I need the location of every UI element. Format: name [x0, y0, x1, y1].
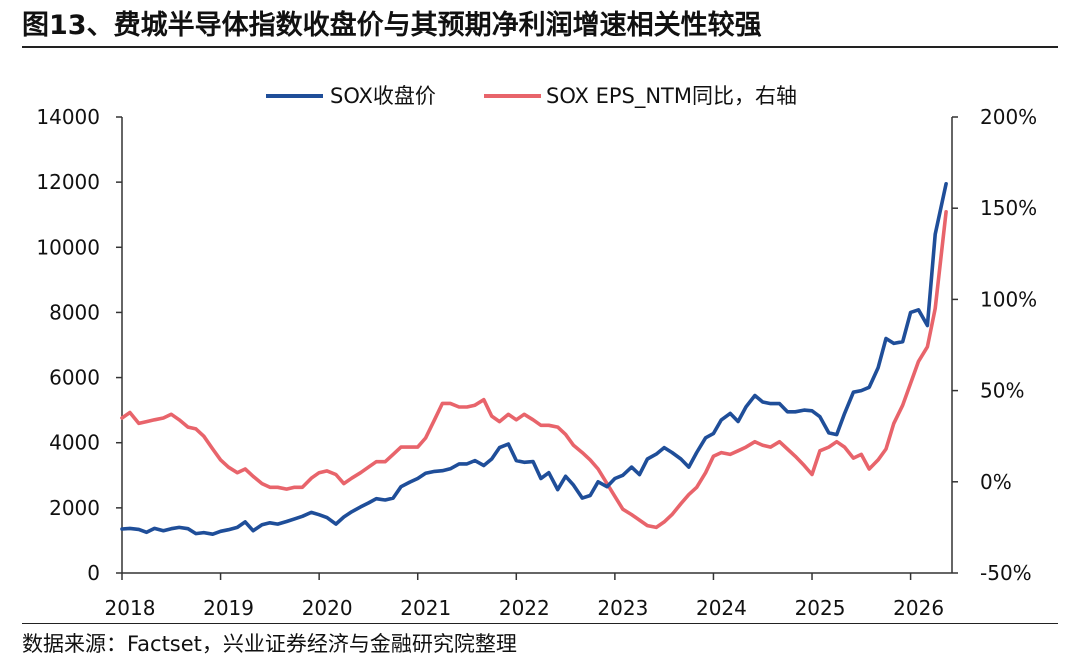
x-tick-label: 2022 — [499, 596, 550, 620]
left-tick-label: 2000 — [49, 496, 100, 520]
x-tick-label: 2020 — [302, 596, 353, 620]
x-tick-label: 2023 — [597, 596, 648, 620]
chart-title: 图13、费城半导体指数收盘价与其预期净利润增速相关性较强 — [22, 10, 762, 41]
x-tick-label: 2018 — [105, 596, 156, 620]
x-tick-label: 2026 — [893, 596, 944, 620]
legend-label: SOX EPS_NTM同比，右轴 — [546, 84, 797, 109]
left-tick-label: 10000 — [36, 235, 100, 259]
left-tick-label: 8000 — [49, 300, 100, 324]
left-tick-label: 0 — [87, 561, 100, 585]
left-tick-label: 14000 — [36, 105, 100, 129]
left-tick-label: 6000 — [49, 366, 100, 390]
left-tick-label: 12000 — [36, 170, 100, 194]
x-tick-label: 2021 — [400, 596, 451, 620]
chart-lines — [120, 182, 948, 536]
right-tick-label: 150% — [980, 196, 1037, 220]
source-rule — [22, 623, 1058, 624]
x-tick-label: 2019 — [203, 596, 254, 620]
sox-close-line — [120, 182, 948, 536]
chart-legend: SOX收盘价 SOX EPS_NTM同比，右轴 — [266, 84, 797, 109]
right-tick-label: 100% — [980, 287, 1037, 311]
right-tick-label: -50% — [980, 561, 1032, 585]
source-note: 数据来源：Factset，兴业证券经济与金融研究院整理 — [22, 632, 517, 656]
left-tick-label: 4000 — [49, 431, 100, 455]
eps-growth-line — [120, 210, 948, 530]
x-tick-label: 2024 — [696, 596, 747, 620]
legend-label: SOX收盘价 — [330, 84, 436, 108]
chart-axes: 0 2000 4000 6000 8000 10000 12000 14000 -50% 0% 50… — [36, 105, 1037, 620]
right-tick-label: 0% — [980, 470, 1012, 494]
right-tick-label: 50% — [980, 379, 1024, 403]
right-tick-label: 200% — [980, 105, 1037, 129]
x-tick-label: 2025 — [795, 596, 846, 620]
title-rule — [22, 46, 1058, 48]
